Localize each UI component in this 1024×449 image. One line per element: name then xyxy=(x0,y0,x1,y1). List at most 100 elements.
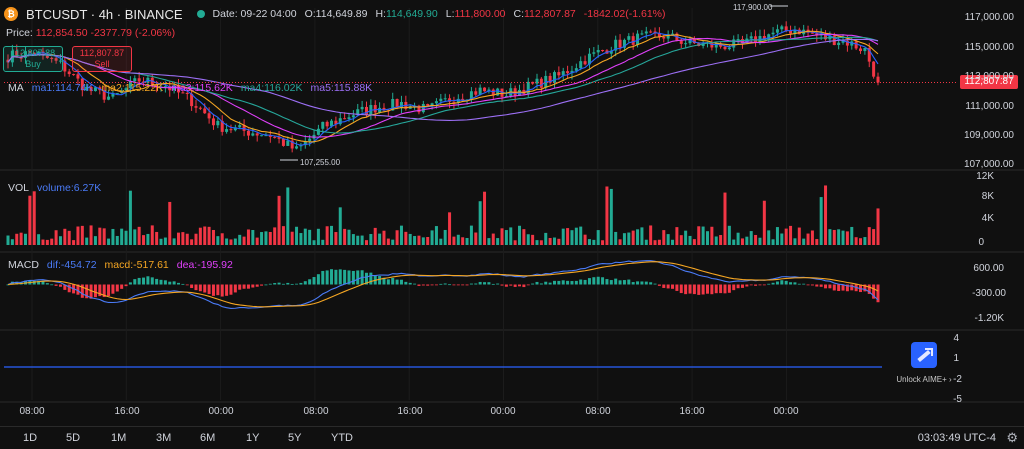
volume-bar xyxy=(6,235,10,245)
sell-button[interactable]: 112,807.87 Sell xyxy=(72,46,132,72)
volume-bar xyxy=(601,240,605,245)
range-6m-button[interactable]: 6M xyxy=(200,432,216,444)
volume-bar xyxy=(360,235,364,245)
candle-body xyxy=(15,50,19,58)
macd-histogram-bar xyxy=(504,284,508,287)
macd-histogram-bar xyxy=(137,277,141,285)
candle-body xyxy=(561,71,565,76)
candle-body xyxy=(636,33,640,45)
volume-bar xyxy=(491,233,495,245)
volume-bar xyxy=(657,239,661,245)
macd-histogram-bar xyxy=(841,284,845,291)
candle-body xyxy=(290,140,294,149)
candle-body xyxy=(198,107,202,109)
volume-bar xyxy=(177,232,181,245)
unlock-aime-promo[interactable]: Unlock AIME+ › xyxy=(890,342,958,384)
candle-body xyxy=(211,118,215,126)
vol-tick: 0 xyxy=(978,237,984,248)
volume-bar xyxy=(286,187,290,245)
volume-bar xyxy=(513,240,517,245)
volume-bar xyxy=(137,226,141,245)
candle-body xyxy=(723,46,727,50)
candle-body xyxy=(338,118,342,125)
candle-body xyxy=(295,146,299,149)
sell-price: 112,807.87 xyxy=(79,48,125,58)
volume-bar xyxy=(23,233,27,245)
macd-histogram-bar xyxy=(574,280,578,285)
macd-histogram-bar xyxy=(220,284,224,297)
range-1m-button[interactable]: 1M xyxy=(111,432,127,444)
macd-histogram-bar xyxy=(775,281,779,285)
candle-body xyxy=(268,135,272,137)
volume-bar xyxy=(159,238,163,245)
volume-bar xyxy=(408,233,412,245)
volume-bar xyxy=(404,231,408,245)
volume-bar xyxy=(841,230,845,245)
volume-bar xyxy=(63,228,67,245)
symbol-title[interactable]: BTCUSDT · 4h · BINANCE xyxy=(26,6,183,22)
volume-bar xyxy=(19,232,23,245)
macd-histogram-bar xyxy=(684,284,688,295)
candle-body xyxy=(491,89,495,96)
macd-histogram-bar xyxy=(89,284,93,299)
macd-histogram-bar xyxy=(255,284,259,287)
volume-bar xyxy=(583,234,587,245)
candle-body xyxy=(80,78,84,91)
volume-bar xyxy=(299,233,303,245)
macd-histogram-bar xyxy=(443,283,447,285)
bitcoin-logo-icon: ₿ xyxy=(4,7,18,21)
candle-body xyxy=(434,101,438,104)
macd-histogram-bar xyxy=(172,281,176,285)
candle-body xyxy=(58,60,62,62)
candle-body xyxy=(732,39,736,48)
candle-body xyxy=(793,29,797,34)
macd-histogram-bar xyxy=(421,284,425,286)
volume-bar xyxy=(701,226,705,245)
macd-histogram-bar xyxy=(622,280,626,285)
candle-body xyxy=(797,29,801,35)
macd-histogram-bar xyxy=(727,284,731,293)
range-ytd-button[interactable]: YTD xyxy=(331,432,353,444)
low-label: L: xyxy=(445,8,455,20)
volume-bar xyxy=(483,191,487,245)
buy-button[interactable]: 112,807.88 Buy xyxy=(3,46,63,72)
volume-bar xyxy=(439,238,443,245)
macd-histogram-bar xyxy=(522,284,526,288)
volume-bar xyxy=(710,226,714,245)
macd-histogram-bar xyxy=(417,284,421,286)
candle-body xyxy=(767,34,771,41)
volume-bar xyxy=(58,236,62,245)
candle-body xyxy=(190,93,194,107)
range-1d-button[interactable]: 1D xyxy=(23,432,38,444)
macd-histogram-bar xyxy=(688,284,692,294)
candle-body xyxy=(421,104,425,113)
candle-body xyxy=(343,118,347,120)
ma2-value: ma2:115.22K xyxy=(101,82,164,94)
range-5y-button[interactable]: 5Y xyxy=(288,432,302,444)
ma2-line xyxy=(7,30,879,143)
candle-body xyxy=(115,93,119,95)
macd-histogram-bar xyxy=(343,269,347,285)
macd-histogram-bar xyxy=(640,281,644,285)
volume-bar xyxy=(679,235,683,245)
volume-bar xyxy=(697,226,701,245)
candle-body xyxy=(592,52,596,54)
candle-body xyxy=(45,53,49,58)
time-tick: 08:00 xyxy=(19,406,45,417)
candle-body xyxy=(133,78,137,82)
volume-bar xyxy=(303,228,307,245)
volume-bar xyxy=(854,237,858,245)
candle-body xyxy=(207,113,211,119)
volume-bar xyxy=(548,237,552,245)
gear-icon[interactable]: ⚙ xyxy=(1006,430,1018,445)
volume-bar xyxy=(767,230,771,245)
volume-bar xyxy=(190,239,194,245)
volume-bar xyxy=(373,227,377,245)
range-5d-button[interactable]: 5D xyxy=(66,432,81,444)
candle-body xyxy=(325,121,329,127)
range-1y-button[interactable]: 1Y xyxy=(246,432,260,444)
time-tick: 00:00 xyxy=(208,406,234,417)
range-3m-button[interactable]: 3M xyxy=(156,432,172,444)
macd-histogram-bar xyxy=(714,284,718,294)
